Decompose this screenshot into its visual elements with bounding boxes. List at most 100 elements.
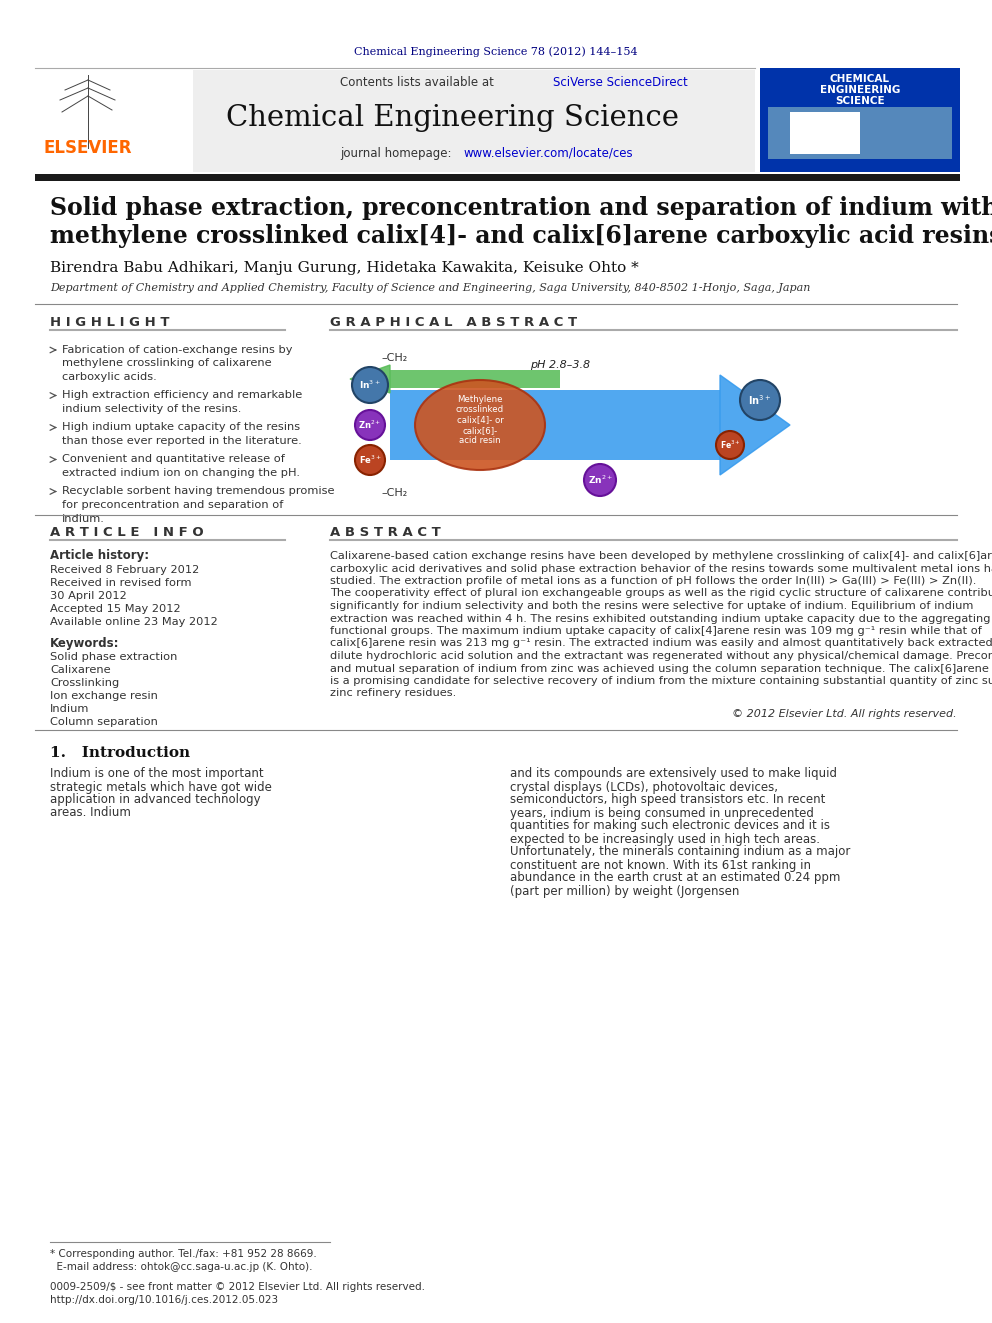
Text: extracted indium ion on changing the pH.: extracted indium ion on changing the pH.: [62, 468, 300, 478]
Text: Chemical Engineering Science: Chemical Engineering Science: [226, 105, 680, 132]
Text: extraction was reached within 4 h. The resins exhibited outstanding indium uptak: extraction was reached within 4 h. The r…: [330, 614, 992, 623]
Text: The cooperativity effect of plural ion exchangeable groups as well as the rigid : The cooperativity effect of plural ion e…: [330, 589, 992, 598]
Text: Zn$^{2+}$: Zn$^{2+}$: [587, 474, 612, 486]
Text: www.elsevier.com/locate/ces: www.elsevier.com/locate/ces: [463, 147, 633, 160]
Text: * Corresponding author. Tel./fax: +81 952 28 8669.: * Corresponding author. Tel./fax: +81 95…: [50, 1249, 316, 1259]
Circle shape: [740, 380, 780, 419]
Text: functional groups. The maximum indium uptake capacity of calix[4]arene resin was: functional groups. The maximum indium up…: [330, 626, 982, 636]
Text: High extraction efficiency and remarkable: High extraction efficiency and remarkabl…: [62, 390, 303, 401]
Text: High indium uptake capacity of the resins: High indium uptake capacity of the resin…: [62, 422, 301, 433]
Text: Methylene
crosslinked
calix[4]- or
calix[6]-
acid resin: Methylene crosslinked calix[4]- or calix…: [456, 394, 504, 446]
Text: Ion exchange resin: Ion exchange resin: [50, 691, 158, 701]
Text: quantities for making such electronic devices and it is: quantities for making such electronic de…: [510, 819, 830, 832]
Text: (part per million) by weight (Jorgensen: (part per million) by weight (Jorgensen: [510, 885, 739, 897]
Circle shape: [584, 464, 616, 496]
Text: ENGINEERING: ENGINEERING: [819, 85, 900, 95]
Text: abundance in the earth crust at an estimated 0.24 ppm: abundance in the earth crust at an estim…: [510, 872, 840, 885]
FancyBboxPatch shape: [760, 159, 960, 172]
Text: and its compounds are extensively used to make liquid: and its compounds are extensively used t…: [510, 767, 837, 781]
Text: Zn$^{2+}$: Zn$^{2+}$: [358, 419, 382, 431]
Text: Received in revised form: Received in revised form: [50, 578, 191, 587]
Text: pH 2.8–3.8: pH 2.8–3.8: [530, 360, 590, 370]
FancyBboxPatch shape: [390, 370, 560, 388]
Text: studied. The extraction profile of metal ions as a function of pH follows the or: studied. The extraction profile of metal…: [330, 576, 976, 586]
Text: Calixarene: Calixarene: [50, 665, 111, 675]
Text: Keywords:: Keywords:: [50, 636, 119, 650]
Text: Received 8 February 2012: Received 8 February 2012: [50, 565, 199, 576]
Text: areas. Indium: areas. Indium: [50, 807, 131, 819]
Text: Recyclable sorbent having tremendous promise: Recyclable sorbent having tremendous pro…: [62, 487, 334, 496]
Text: zinc refinery residues.: zinc refinery residues.: [330, 688, 456, 699]
Text: methylene crosslinked calix[4]- and calix[6]arene carboxylic acid resins: methylene crosslinked calix[4]- and cali…: [50, 224, 992, 247]
FancyBboxPatch shape: [35, 70, 193, 172]
Text: In$^{3+}$: In$^{3+}$: [359, 378, 381, 392]
FancyBboxPatch shape: [390, 390, 720, 460]
Text: © 2012 Elsevier Ltd. All rights reserved.: © 2012 Elsevier Ltd. All rights reserved…: [732, 709, 957, 718]
Text: Crosslinking: Crosslinking: [50, 677, 119, 688]
Text: significantly for indium selectivity and both the resins were selective for upta: significantly for indium selectivity and…: [330, 601, 973, 611]
Text: Column separation: Column separation: [50, 717, 158, 728]
Ellipse shape: [415, 380, 545, 470]
Text: semiconductors, high speed transistors etc. In recent: semiconductors, high speed transistors e…: [510, 794, 825, 807]
Text: http://dx.doi.org/10.1016/j.ces.2012.05.023: http://dx.doi.org/10.1016/j.ces.2012.05.…: [50, 1295, 278, 1304]
Text: methylene crosslinking of calixarene: methylene crosslinking of calixarene: [62, 359, 272, 369]
FancyBboxPatch shape: [760, 67, 960, 172]
FancyBboxPatch shape: [35, 175, 960, 181]
Circle shape: [716, 431, 744, 459]
Text: –CH₂: –CH₂: [382, 488, 408, 497]
Circle shape: [355, 410, 385, 441]
Text: expected to be increasingly used in high tech areas.: expected to be increasingly used in high…: [510, 832, 820, 845]
Polygon shape: [350, 365, 390, 393]
Text: and mutual separation of indium from zinc was achieved using the column separati: and mutual separation of indium from zin…: [330, 664, 992, 673]
Text: Fe$^{3+}$: Fe$^{3+}$: [719, 439, 740, 451]
Text: Indium: Indium: [50, 704, 89, 714]
Text: years, indium is being consumed in unprecedented: years, indium is being consumed in unpre…: [510, 807, 813, 819]
Text: Indium is one of the most important: Indium is one of the most important: [50, 767, 264, 781]
Text: carboxylic acid derivatives and solid phase extraction behavior of the resins to: carboxylic acid derivatives and solid ph…: [330, 564, 992, 573]
Text: 1.   Introduction: 1. Introduction: [50, 746, 190, 759]
Text: Available online 23 May 2012: Available online 23 May 2012: [50, 617, 218, 627]
Text: is a promising candidate for selective recovery of indium from the mixture conta: is a promising candidate for selective r…: [330, 676, 992, 687]
Text: strategic metals which have got wide: strategic metals which have got wide: [50, 781, 272, 794]
Text: carboxylic acids.: carboxylic acids.: [62, 372, 157, 382]
Text: Fe$^{3+}$: Fe$^{3+}$: [359, 454, 381, 466]
Text: for preconcentration and separation of: for preconcentration and separation of: [62, 500, 284, 509]
Text: application in advanced technology: application in advanced technology: [50, 794, 261, 807]
Text: ELSEVIER: ELSEVIER: [44, 139, 132, 157]
Text: In$^{3+}$: In$^{3+}$: [748, 393, 772, 407]
Text: A R T I C L E   I N F O: A R T I C L E I N F O: [50, 525, 203, 538]
Circle shape: [352, 366, 388, 404]
Text: calix[6]arene resin was 213 mg g⁻¹ resin. The extracted indium was easily and al: calix[6]arene resin was 213 mg g⁻¹ resin…: [330, 639, 992, 648]
Text: 0009-2509/$ - see front matter © 2012 Elsevier Ltd. All rights reserved.: 0009-2509/$ - see front matter © 2012 El…: [50, 1282, 425, 1293]
Text: –CH₂: –CH₂: [382, 353, 408, 363]
Text: dilute hydrochloric acid solution and the extractant was regenerated without any: dilute hydrochloric acid solution and th…: [330, 651, 992, 662]
Text: than those ever reported in the literature.: than those ever reported in the literatu…: [62, 437, 302, 446]
Text: H I G H L I G H T: H I G H L I G H T: [50, 315, 170, 328]
Text: Article history:: Article history:: [50, 549, 149, 562]
Text: Department of Chemistry and Applied Chemistry, Faculty of Science and Engineerin: Department of Chemistry and Applied Chem…: [50, 283, 810, 292]
Text: CHEMICAL: CHEMICAL: [830, 74, 890, 83]
Text: crystal displays (LCDs), photovoltaic devices,: crystal displays (LCDs), photovoltaic de…: [510, 781, 778, 794]
Text: journal homepage:: journal homepage:: [340, 147, 455, 160]
FancyBboxPatch shape: [790, 112, 860, 153]
Text: E-mail address: ohtok@cc.saga-u.ac.jp (K. Ohto).: E-mail address: ohtok@cc.saga-u.ac.jp (K…: [50, 1262, 312, 1271]
Polygon shape: [720, 374, 790, 475]
Text: Solid phase extraction: Solid phase extraction: [50, 652, 178, 662]
Text: Solid phase extraction, preconcentration and separation of indium with: Solid phase extraction, preconcentration…: [50, 196, 992, 220]
Text: Convenient and quantitative release of: Convenient and quantitative release of: [62, 455, 285, 464]
Text: 30 April 2012: 30 April 2012: [50, 591, 127, 601]
Text: Contents lists available at: Contents lists available at: [340, 75, 498, 89]
Text: constituent are not known. With its 61st ranking in: constituent are not known. With its 61st…: [510, 859, 811, 872]
FancyBboxPatch shape: [768, 107, 952, 159]
Text: indium selectivity of the resins.: indium selectivity of the resins.: [62, 404, 241, 414]
Text: Chemical Engineering Science 78 (2012) 144–154: Chemical Engineering Science 78 (2012) 1…: [354, 46, 638, 57]
Text: SciVerse ScienceDirect: SciVerse ScienceDirect: [553, 75, 687, 89]
Circle shape: [355, 445, 385, 475]
Text: G R A P H I C A L   A B S T R A C T: G R A P H I C A L A B S T R A C T: [330, 315, 577, 328]
Text: Calixarene-based cation exchange resins have been developed by methylene crossli: Calixarene-based cation exchange resins …: [330, 550, 992, 561]
Text: Fabrication of cation-exchange resins by: Fabrication of cation-exchange resins by: [62, 345, 293, 355]
Text: indium.: indium.: [62, 513, 105, 524]
Text: Unfortunately, the minerals containing indium as a major: Unfortunately, the minerals containing i…: [510, 845, 850, 859]
FancyBboxPatch shape: [35, 70, 755, 172]
Text: Accepted 15 May 2012: Accepted 15 May 2012: [50, 605, 181, 614]
